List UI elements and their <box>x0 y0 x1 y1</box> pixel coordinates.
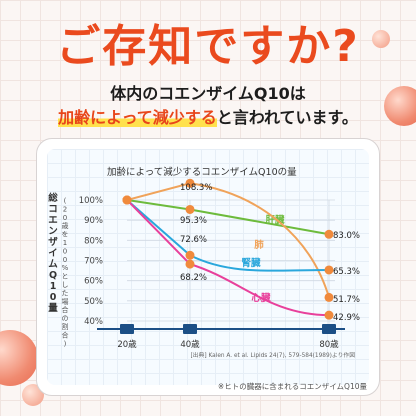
y-tick-label: 60% <box>84 277 103 287</box>
y-axis-label-char: Q <box>49 270 57 281</box>
coq10-line-chart: 加齢によって減少するコエンザイムQ10の量総コエンザイムQ10量(20歳を100… <box>48 166 368 391</box>
data-label: 42.9% <box>333 313 360 323</box>
subtitle-highlight: 加齢によって減少する <box>58 108 217 127</box>
y-axis-sublabel-char: 2 <box>63 205 67 213</box>
series-name-label: 心臓 <box>251 292 271 304</box>
y-tick-label: 100% <box>79 196 103 206</box>
data-point <box>185 204 195 214</box>
headline: ご存知ですか? <box>56 21 360 72</box>
data-point <box>185 250 195 260</box>
data-label: 108.3% <box>180 183 212 193</box>
y-axis-sublabel-char: と <box>62 273 69 281</box>
y-axis-sublabel-char: の <box>62 315 69 323</box>
decorative-bubble-right-small <box>372 30 390 48</box>
y-axis-sublabel-char: 0 <box>63 256 67 264</box>
data-label: 68.2% <box>180 273 207 283</box>
x-axis-marker <box>322 324 336 334</box>
decorative-bubble-right <box>384 86 416 126</box>
x-tick-label: 80歳 <box>319 339 339 350</box>
y-axis-label-char: ザ <box>48 237 58 248</box>
data-point <box>324 229 334 239</box>
y-tick-label: 40% <box>84 317 103 327</box>
y-axis-label-char: 1 <box>50 281 57 292</box>
series-line <box>126 199 330 272</box>
data-point <box>324 310 334 320</box>
y-tick-label: 70% <box>84 257 103 267</box>
series-line <box>126 199 330 317</box>
chart-card: 加齢によって減少するコエンザイムQ10の量総コエンザイム Q 1 0 量(2 0 歳を 1 0 0… <box>36 138 380 396</box>
data-point <box>185 178 195 188</box>
data-label: 72.6% <box>180 235 207 245</box>
x-axis-marker <box>183 324 197 334</box>
y-axis-sublabel-char: % <box>62 264 69 272</box>
y-axis-sublabel-char: 0 <box>63 247 67 255</box>
series-line <box>126 182 330 298</box>
x-tick-label: 40歳 <box>180 339 200 350</box>
chart-footnote: ※ヒトの臓器に含まれるコエンザイムQ10量 <box>218 381 368 391</box>
data-point <box>324 292 334 302</box>
y-axis-label-char: 0 <box>50 292 57 303</box>
y-axis-label-char: コ <box>48 204 58 215</box>
y-axis-sublabel-char: 0 <box>63 214 67 222</box>
subtitle-rest: と言われています。 <box>216 108 358 127</box>
y-axis-sublabel-char: 割 <box>62 322 69 331</box>
y-axis-label-char: 総 <box>48 192 58 204</box>
y-axis-sublabel-char: し <box>62 281 69 289</box>
series-line <box>126 199 330 236</box>
subtitle-line2: 加齢によって減少すると言われています。 <box>0 104 416 128</box>
y-axis-label-char: 量 <box>48 302 58 314</box>
y-tick-label: 90% <box>84 216 103 226</box>
y-axis-sublabel-char: 場 <box>62 297 69 306</box>
data-label: 65.3% <box>333 267 360 277</box>
series-name-label: 肺 <box>253 239 264 251</box>
chart-source: [出典] Kalen A. et al. Lipids 24(7), 579-5… <box>191 351 356 359</box>
x-tick-label: 20歳 <box>117 339 137 350</box>
y-axis-sublabel-char: 歳 <box>62 221 69 230</box>
data-label: 51.7% <box>333 295 360 305</box>
series-name-label: 腎臓 <box>241 257 261 269</box>
y-axis-label-char: エ <box>48 215 58 226</box>
subtitle-line1: 体内のコエンザイムQ10は <box>110 84 306 103</box>
x-axis-marker <box>120 324 134 334</box>
data-point <box>324 265 334 275</box>
data-label: 83.0% <box>333 231 360 241</box>
data-label: 95.3% <box>180 216 207 226</box>
y-tick-label: 50% <box>84 297 103 307</box>
y-axis-sublabel-char: ) <box>64 340 67 348</box>
y-axis-label-char: ン <box>48 226 58 237</box>
y-axis-label-char: ム <box>48 259 58 270</box>
y-axis-sublabel-char: 合 <box>62 305 69 314</box>
y-axis-sublabel-char: を <box>62 231 69 239</box>
y-axis-sublabel-char: 合 <box>62 330 69 339</box>
y-axis-sublabel-char: ( <box>64 197 67 205</box>
chart-title: 加齢によって減少するコエンザイムQ10の量 <box>107 166 297 178</box>
y-axis-label-char: イ <box>48 248 58 259</box>
data-point <box>185 259 195 269</box>
decorative-bubble-left <box>0 330 38 386</box>
y-tick-label: 80% <box>84 236 103 246</box>
data-point <box>122 195 132 205</box>
y-axis-sublabel-char: 1 <box>63 239 67 247</box>
y-axis-sublabel-char: た <box>62 289 69 297</box>
